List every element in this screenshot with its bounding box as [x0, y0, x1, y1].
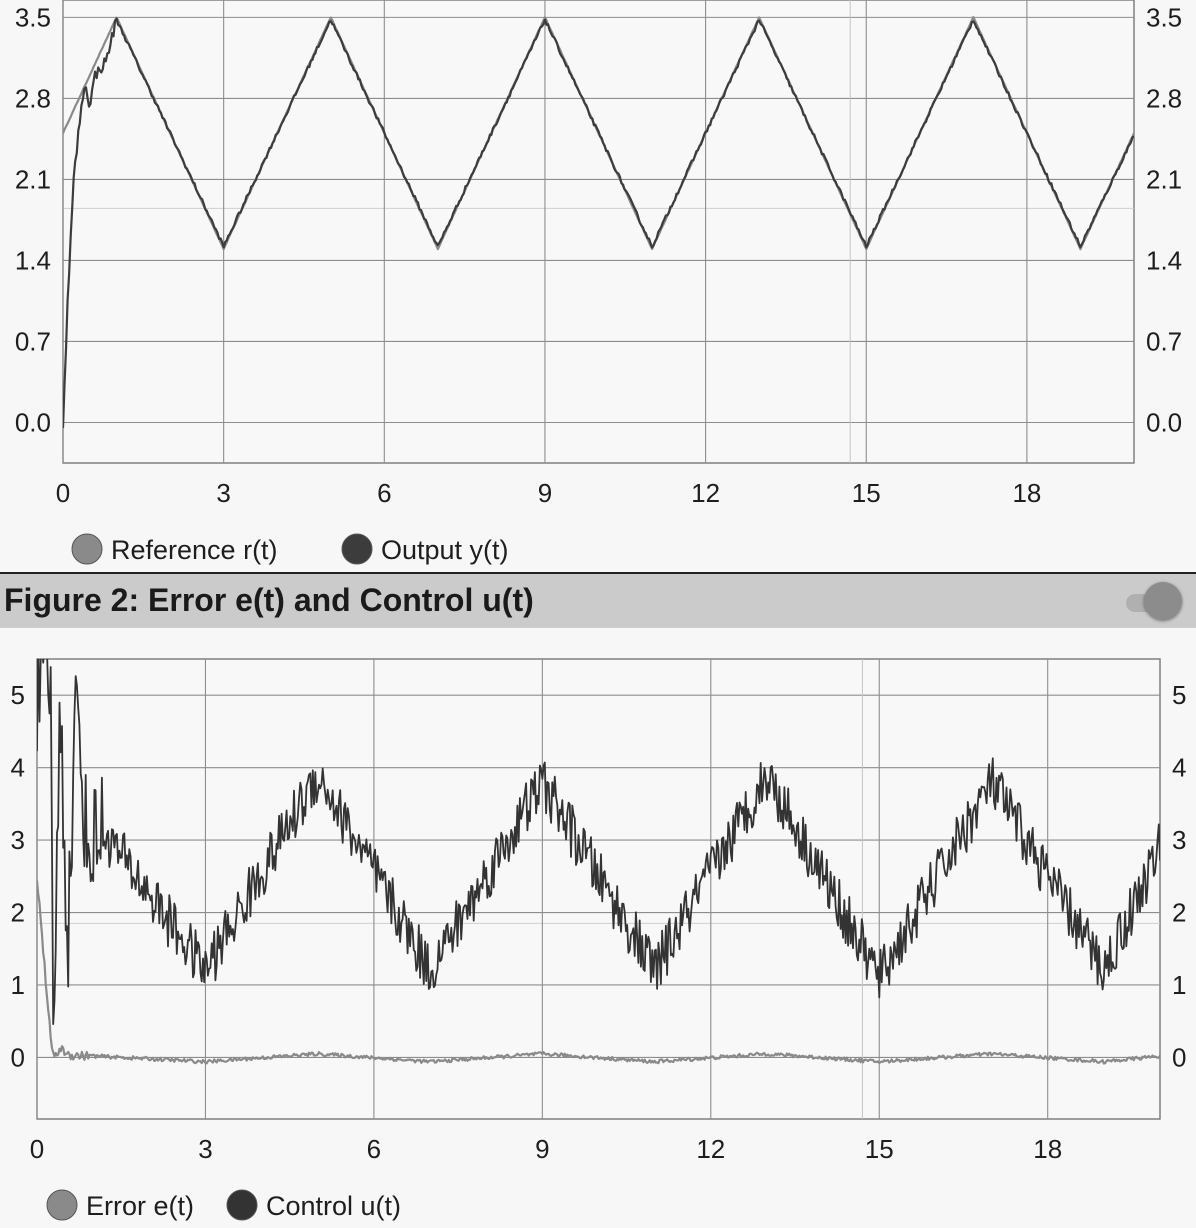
y-tick-label-left: 2.8	[15, 83, 51, 113]
legend-label-0: Reference r(t)	[111, 535, 278, 565]
y-tick-label-right: 0	[1172, 1042, 1186, 1072]
y-tick-label-left: 3	[11, 825, 25, 855]
x-tick-label: 3	[198, 1134, 212, 1164]
toggle-knob[interactable]	[1144, 582, 1182, 620]
y-tick-label-left: 2	[11, 898, 25, 928]
legend-marker-0	[46, 1189, 78, 1221]
figure-2-title: Figure 2: Error e(t) and Control u(t)	[4, 582, 534, 618]
x-tick-label: 15	[865, 1134, 894, 1164]
x-tick-label: 18	[1012, 478, 1041, 508]
x-tick-label: 0	[56, 478, 70, 508]
x-tick-label: 15	[852, 478, 881, 508]
y-tick-label-left: 1.4	[15, 245, 51, 275]
y-tick-label-left: 0.0	[15, 407, 51, 437]
x-tick-label: 0	[30, 1134, 44, 1164]
y-tick-label-right: 3.5	[1146, 2, 1182, 32]
y-tick-label-right: 2.8	[1146, 83, 1182, 113]
figure-2-header: Figure 2: Error e(t) and Control u(t)	[0, 572, 1196, 628]
y-tick-label-right: 1.4	[1146, 245, 1182, 275]
x-tick-label: 9	[538, 478, 552, 508]
y-tick-label-right: 1	[1172, 970, 1186, 1000]
x-tick-label: 12	[696, 1134, 725, 1164]
y-tick-label-left: 1	[11, 970, 25, 1000]
y-tick-label-left: 5	[11, 680, 25, 710]
figure-2-toggle[interactable]	[1122, 580, 1188, 624]
legend-label-1: Control u(t)	[266, 1191, 401, 1221]
y-tick-label-right: 4	[1172, 753, 1186, 783]
series-line-control	[37, 659, 1160, 1025]
y-tick-label-left: 0.7	[15, 326, 51, 356]
y-tick-label-left: 2.1	[15, 164, 51, 194]
legend-marker-0	[71, 533, 103, 565]
legend-label-0: Error e(t)	[86, 1191, 194, 1221]
y-tick-label-left: 3.5	[15, 2, 51, 32]
series-line-error	[37, 880, 1160, 1065]
x-tick-label: 9	[535, 1134, 549, 1164]
plot-area	[62, 0, 1135, 464]
y-tick-label-right: 2	[1172, 898, 1186, 928]
y-tick-label-right: 3	[1172, 825, 1186, 855]
x-tick-label: 18	[1033, 1134, 1062, 1164]
legend-label-1: Output y(t)	[381, 535, 509, 565]
y-tick-label-right: 0.0	[1146, 407, 1182, 437]
series-line-output	[63, 17, 1134, 428]
y-tick-label-right: 5	[1172, 680, 1186, 710]
y-tick-label-right: 2.1	[1146, 164, 1182, 194]
x-tick-label: 6	[367, 1134, 381, 1164]
chart-reference-output: 0.0 0.0 0.7 0.7 1.4 1.4 2.1 2.1 2.8 2.8 3.5 3.5 0 3 6 9…	[15, 0, 1182, 565]
x-tick-label: 3	[216, 478, 230, 508]
y-tick-label-left: 0	[11, 1042, 25, 1072]
legend-marker-1	[226, 1189, 258, 1221]
y-tick-label-left: 4	[11, 753, 25, 783]
x-tick-label: 12	[691, 478, 720, 508]
x-tick-label: 6	[377, 478, 391, 508]
legend-marker-1	[341, 533, 373, 565]
y-tick-label-right: 0.7	[1146, 326, 1182, 356]
